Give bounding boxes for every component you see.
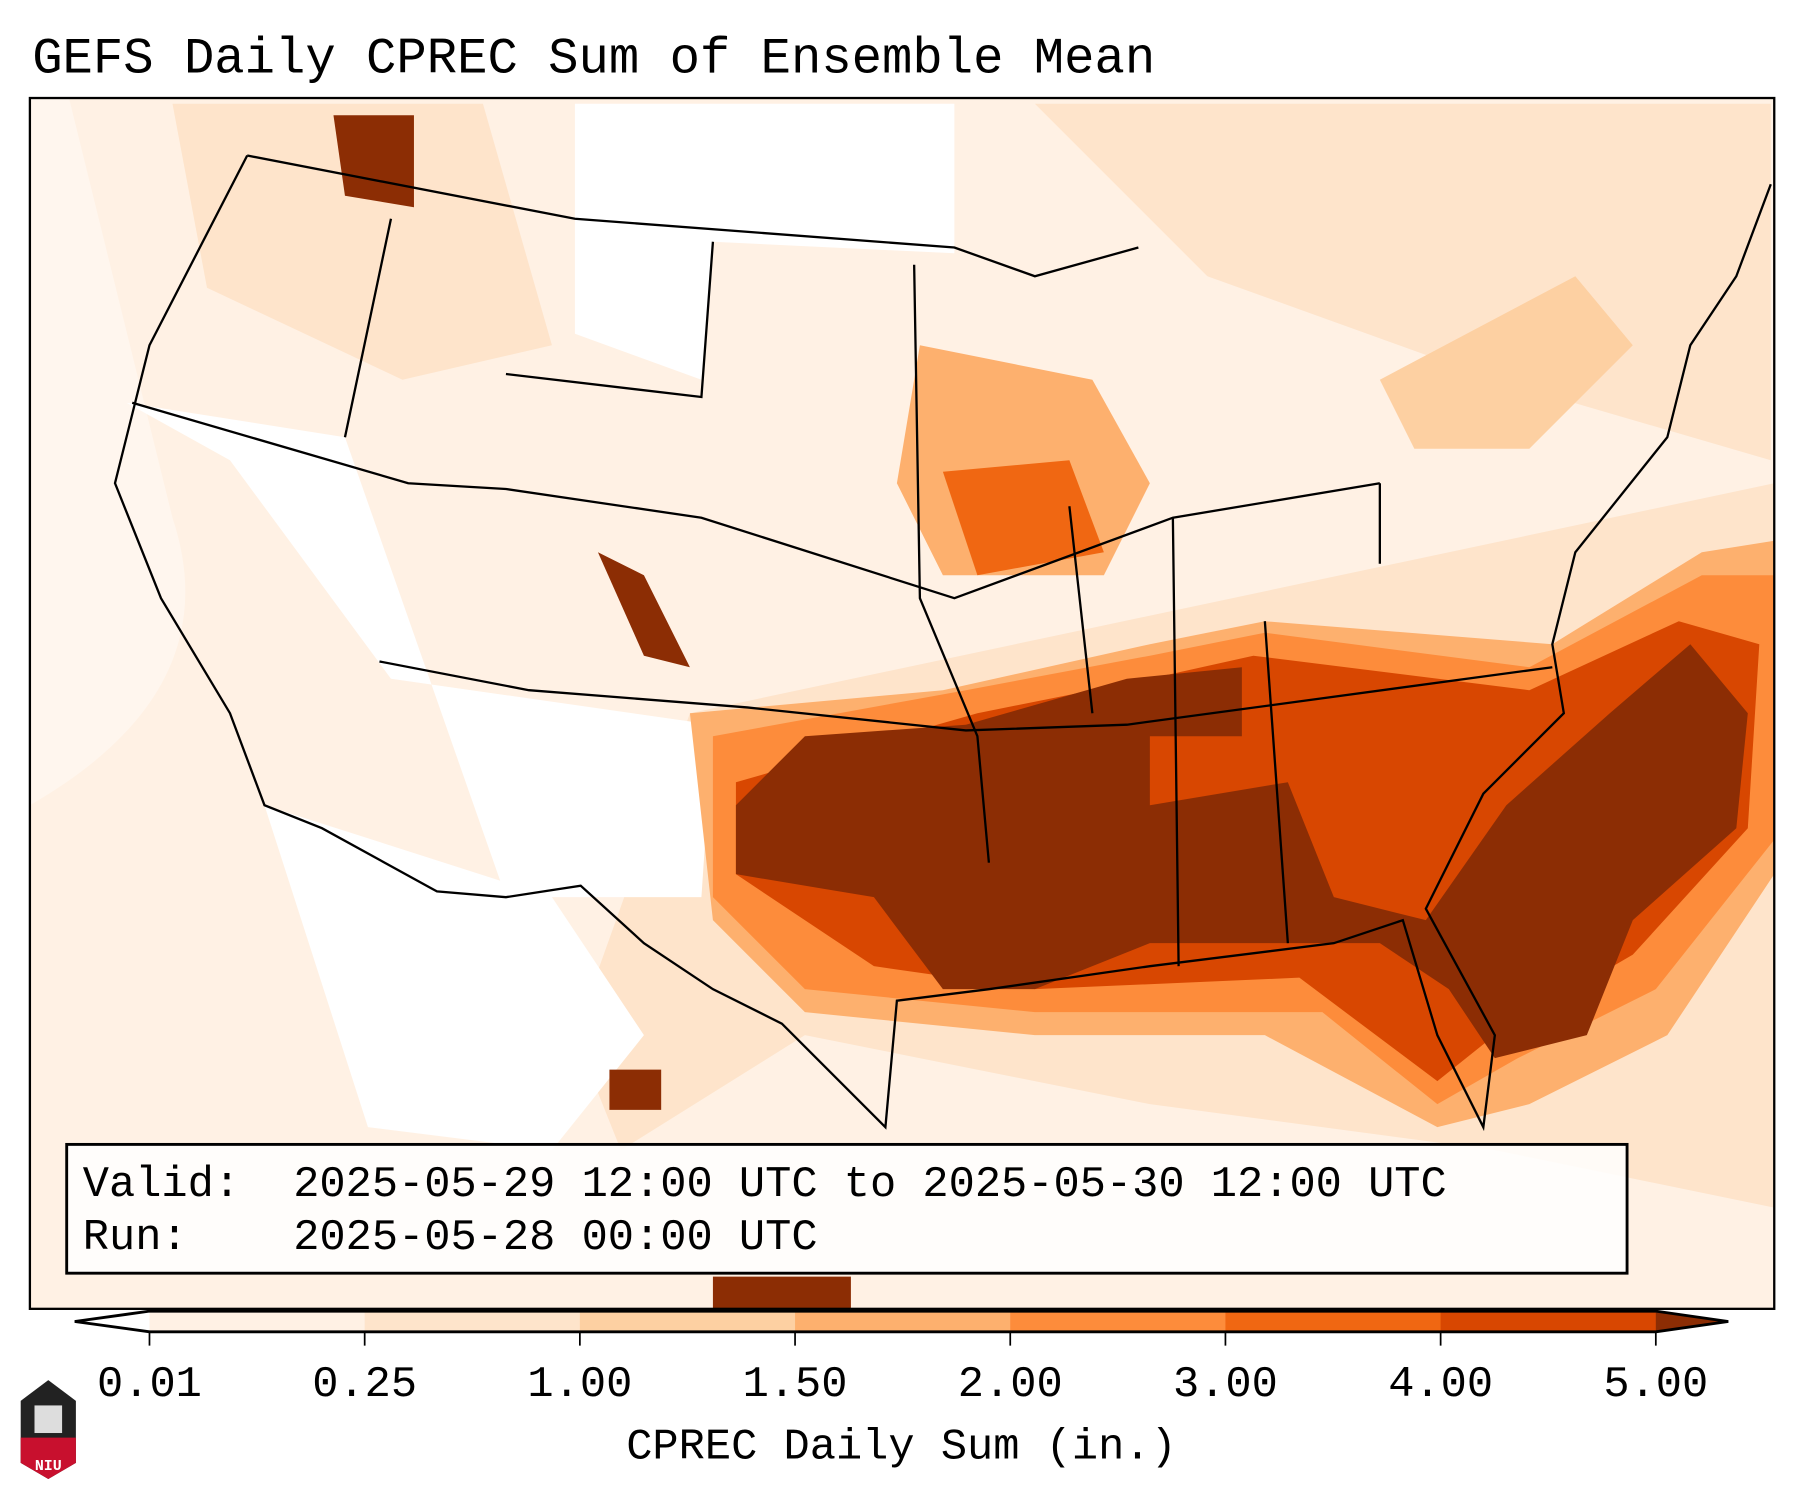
colorbar-segment <box>1225 1311 1442 1332</box>
colorbar-tick-label: 0.01 <box>97 1361 202 1410</box>
colorbar-tick-label: 1.00 <box>527 1361 632 1410</box>
colorbar-over-triangle <box>1655 1311 1729 1332</box>
precip-2 <box>942 460 1104 576</box>
colorbar-segment <box>795 1311 1011 1332</box>
chart-title: GEFS Daily CPREC Sum of Ensemble Mean <box>32 32 1155 89</box>
colorbar-segment <box>1440 1311 1657 1332</box>
colorbar-tick-label: 5.00 <box>1603 1361 1708 1410</box>
dry-region <box>264 805 644 1151</box>
colorbar-segment <box>149 1311 366 1332</box>
dry-region <box>574 103 955 380</box>
info-box: Valid: 2025-05-29 12:00 UTC to 2025-05-3… <box>65 1142 1629 1275</box>
run-label: Run: <box>83 1214 188 1263</box>
colorbar-tick-label: 3.00 <box>1173 1361 1278 1410</box>
precip-5 <box>735 644 1748 1059</box>
colorbar-segment <box>1010 1311 1227 1332</box>
colorbar-tick-label: 1.50 <box>743 1361 848 1410</box>
colorbar: 0.01 0.25 1.00 1.50 2.00 3.00 4.00 5.00 <box>74 1309 1729 1410</box>
precip-15 <box>1379 276 1633 449</box>
niu-logo: NIU <box>20 1380 76 1480</box>
precip-5 <box>712 1276 851 1309</box>
colorbar-tick-label: 4.00 <box>1388 1361 1493 1410</box>
map-frame <box>28 96 1776 1310</box>
state-boundaries <box>113 154 1772 1132</box>
precip-5 <box>609 1069 662 1110</box>
run-text: 2025-05-28 00:00 UTC <box>293 1214 817 1263</box>
colorbar-tick-label: 2.00 <box>958 1361 1063 1410</box>
precip-025 <box>172 103 552 380</box>
precip-5 <box>597 552 690 668</box>
colorbar-segment <box>364 1311 581 1332</box>
colorbar-tick-label: 0.25 <box>312 1361 417 1410</box>
logo-text: NIU <box>35 1459 62 1475</box>
colorbar-under-triangle <box>74 1311 150 1332</box>
map <box>29 98 1775 1309</box>
colorbar-label: CPREC Daily Sum (in.) <box>626 1423 1177 1472</box>
precip-5 <box>333 115 414 208</box>
dry-region <box>126 402 713 898</box>
valid-text: 2025-05-29 12:00 UTC to 2025-05-30 12:00… <box>293 1161 1447 1210</box>
colorbar-segment <box>579 1311 796 1332</box>
valid-label: Valid: <box>83 1161 240 1210</box>
